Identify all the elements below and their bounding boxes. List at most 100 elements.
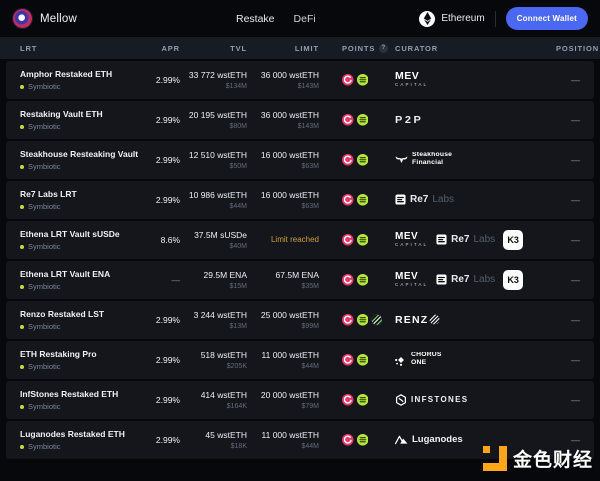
- top-bar: Mellow Restake DeFi Ethereum Connect Wal…: [0, 0, 600, 37]
- mellow-points-icon: [356, 154, 368, 166]
- position-value: —: [571, 234, 580, 245]
- protocol-tag: Symbiotic: [20, 402, 140, 411]
- tvl-cell: 45 wstETH $18K: [205, 430, 247, 450]
- nav-restake[interactable]: Restake: [236, 12, 275, 25]
- vault-name: Amphor Restaked ETH: [20, 68, 113, 79]
- vault-name: Steakhouse Resteaking Vault: [20, 148, 139, 159]
- position-value: —: [571, 354, 580, 365]
- curator-cell: Steakhouse Financial: [395, 152, 556, 167]
- vault-row[interactable]: Restaking Vault ETH Symbiotic 2.99% 20 1…: [6, 101, 594, 139]
- limit-cell: 36 000 wstETH $143M: [260, 70, 319, 90]
- vault-row[interactable]: Ethena LRT Vault ENA Symbiotic — 29.5M E…: [6, 261, 594, 299]
- protocol-label: Symbiotic: [28, 122, 61, 131]
- position-value: —: [571, 194, 580, 205]
- mellow-points-icon: [356, 74, 368, 86]
- vault-name-cell: ETH Restaking Pro Symbiotic: [20, 348, 140, 371]
- watermark-text: 金色财经: [512, 450, 593, 471]
- mellow-points-icon: [356, 394, 368, 406]
- col-header-tvl: TVL: [230, 43, 247, 53]
- position-value: —: [571, 394, 580, 405]
- points-cell: [319, 394, 395, 406]
- limit-cell: 36 000 wstETH $143M: [260, 110, 319, 130]
- apr-value: —: [171, 274, 181, 285]
- vault-row[interactable]: Amphor Restaked ETH Symbiotic 2.99% 33 7…: [6, 61, 594, 99]
- points-cell: [319, 74, 395, 86]
- vault-name: ETH Restaking Pro: [20, 348, 97, 359]
- mellow-points-icon: [356, 234, 368, 246]
- curator-steakhouse-financial: Steakhouse Financial: [395, 152, 452, 167]
- vault-name: Renzo Restaked LST: [20, 308, 105, 319]
- protocol-label: Symbiotic: [28, 82, 61, 91]
- vault-row[interactable]: Steakhouse Resteaking Vault Symbiotic 2.…: [6, 141, 594, 179]
- network-selector[interactable]: Ethereum: [419, 10, 485, 27]
- symbiotic-points-icon: [342, 154, 354, 166]
- curator-cell: P2P: [395, 114, 556, 126]
- limit-cell: 16 000 wstETH $63M: [260, 190, 319, 210]
- protocol-tag: Symbiotic: [20, 162, 140, 171]
- curator-mev-capital: MEV CAPITAL: [395, 72, 429, 88]
- vault-name-cell: InfStones Restaked ETH Symbiotic: [20, 389, 140, 411]
- vault-name-cell: Steakhouse Resteaking Vault Symbiotic: [20, 148, 140, 171]
- points-help-icon[interactable]: ?: [379, 43, 389, 53]
- vault-row[interactable]: Re7 Labs LRT Symbiotic 2.99% 10 986 wstE…: [6, 181, 594, 219]
- mellow-points-icon: [356, 314, 368, 326]
- protocol-tag: Symbiotic: [20, 282, 140, 291]
- apr-value: 2.99%: [155, 354, 180, 365]
- tvl-cell: 37.5M sUSDe $40M: [194, 230, 247, 250]
- tvl-cell: 3 244 wstETH $13M: [193, 310, 247, 330]
- vault-name-cell: Ethena LRT Vault ENA Symbiotic: [20, 269, 140, 291]
- tvl-cell: 20 195 wstETH $80M: [188, 110, 247, 130]
- main-nav: Restake DeFi: [236, 0, 316, 37]
- curator-cell: MEV CAPITAL Re7 Labs K3: [395, 269, 556, 290]
- mellow-logo-icon: [12, 8, 33, 29]
- brand-name: Mellow: [40, 12, 77, 25]
- vault-row[interactable]: Luganodes Restaked ETH Symbiotic 2.99% 4…: [6, 421, 594, 459]
- watermark: 金色财经: [482, 445, 593, 472]
- protocol-label: Symbiotic: [28, 242, 61, 251]
- col-header-position: POSITION: [556, 43, 600, 53]
- curator-p2p: P2P: [395, 114, 424, 126]
- vault-row[interactable]: ETH Restaking Pro Symbiotic 2.99% 518 ws…: [6, 341, 594, 379]
- symbiotic-points-icon: [342, 394, 354, 406]
- vault-row[interactable]: Ethena LRT Vault sUSDe Symbiotic 8.6% 37…: [6, 221, 594, 259]
- brand[interactable]: Mellow: [12, 8, 77, 29]
- limit-reached-label: Limit reached: [270, 235, 319, 245]
- symbiotic-dot-icon: [20, 204, 24, 209]
- position-value: —: [571, 154, 580, 165]
- vault-name-cell: Amphor Restaked ETH Symbiotic: [20, 68, 140, 91]
- points-cell: [319, 434, 395, 446]
- top-bar-right: Ethereum Connect Wallet: [419, 7, 588, 30]
- connect-wallet-button[interactable]: Connect Wallet: [505, 7, 588, 30]
- protocol-tag: Symbiotic: [20, 82, 140, 91]
- curator-cell: Luganodes: [395, 434, 556, 445]
- tvl-cell: 12 510 wstETH $50M: [188, 150, 247, 170]
- col-header-curator: CURATOR: [395, 43, 439, 53]
- symbiotic-points-icon: [342, 74, 354, 86]
- tvl-cell: 518 wstETH $205K: [200, 350, 247, 370]
- symbiotic-points-icon: [342, 114, 354, 126]
- nav-defi[interactable]: DeFi: [293, 12, 316, 25]
- tvl-cell: 10 986 wstETH $44M: [188, 190, 247, 210]
- points-cell: [319, 154, 395, 166]
- apr-value: 2.99%: [155, 114, 180, 125]
- curator-mev-capital: MEV CAPITAL: [395, 231, 429, 248]
- position-value: —: [571, 274, 580, 285]
- points-cell: [319, 354, 395, 366]
- vault-row[interactable]: InfStones Restaked ETH Symbiotic 2.99% 4…: [6, 381, 594, 419]
- curator-re7-labs: Re7 Labs: [436, 234, 495, 245]
- symbiotic-dot-icon: [20, 404, 24, 409]
- symbiotic-points-icon: [342, 434, 354, 446]
- points-cell: [319, 114, 395, 126]
- curator-cell: MEV CAPITAL: [395, 72, 556, 87]
- position-value: —: [571, 74, 580, 85]
- mellow-points-icon: [356, 434, 368, 446]
- renzo-points-icon: [371, 314, 383, 326]
- mellow-points-icon: [356, 194, 368, 206]
- protocol-tag: Symbiotic: [20, 242, 140, 251]
- col-header-apr: APR: [161, 43, 180, 53]
- limit-cell: 16 000 wstETH $63M: [260, 150, 319, 170]
- protocol-tag: Symbiotic: [20, 362, 140, 371]
- vault-row[interactable]: Renzo Restaked LST Symbiotic 2.99% 3 244…: [6, 301, 594, 339]
- mellow-points-icon: [356, 274, 368, 286]
- apr-value: 2.99%: [155, 194, 180, 205]
